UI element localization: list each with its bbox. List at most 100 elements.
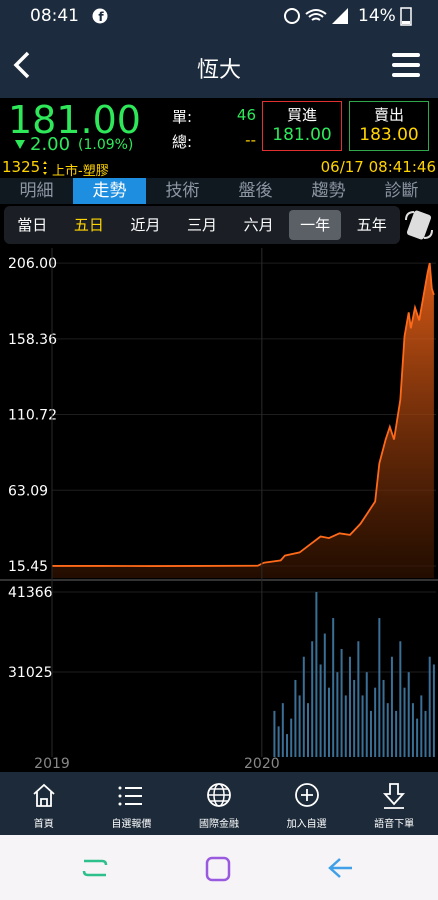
volume-bar — [332, 618, 335, 757]
nav-label: 語音下單 — [374, 819, 415, 830]
bottom-nav: 首頁 自選報價 國際金融 加入自選 語音下單 — [0, 772, 438, 835]
chart-bg — [0, 246, 438, 772]
y-tick-label: 206.00 — [8, 256, 57, 272]
period-button[interactable]: 六月 — [243, 216, 274, 234]
volume-bar — [294, 679, 297, 757]
datetime: 06/17 08:41:46 — [320, 158, 436, 176]
rotate-button[interactable] — [402, 208, 436, 242]
ask-label: 賣出 — [373, 106, 404, 124]
nav-label: 首頁 — [33, 819, 54, 830]
volume-bar — [348, 656, 351, 757]
nav-label: 國際金融 — [198, 819, 239, 830]
y-tick-label: 63.09 — [8, 483, 48, 499]
volume-bar — [340, 648, 343, 757]
bid-price: 181.00 — [272, 125, 332, 145]
ask-box[interactable]: 賣出 183.00 — [349, 101, 429, 151]
volume-bar — [361, 695, 364, 757]
battery-icon — [400, 7, 412, 26]
home-button[interactable] — [204, 855, 232, 883]
total-label: 總: — [172, 133, 193, 151]
volume-bar — [336, 672, 339, 757]
nav-label: 加入自選 — [286, 819, 327, 830]
period-button[interactable]: 當日 — [17, 216, 48, 234]
volume-bar — [286, 734, 289, 757]
back-button[interactable] — [10, 50, 34, 80]
period-button[interactable]: 五年 — [356, 216, 387, 234]
nav-item[interactable]: 國際金融 — [175, 772, 263, 835]
back-system-button[interactable] — [326, 855, 356, 881]
nav-label: 自選報價 — [111, 819, 152, 830]
volume-bar — [382, 679, 385, 757]
y-tick-label: 41366 — [8, 585, 53, 601]
market: 上市-塑膠 — [52, 164, 109, 179]
down-arrow — [15, 140, 25, 149]
stock-code: 1325 — [2, 158, 41, 176]
volume-bar — [386, 703, 389, 757]
volume-bar — [416, 718, 419, 757]
price: 181.00 — [8, 98, 141, 142]
bid-box[interactable]: 買進 181.00 — [262, 101, 342, 151]
tab[interactable]: 技術 — [165, 181, 200, 201]
nav-item[interactable]: 加入自選 — [263, 772, 351, 835]
volume-bar — [374, 687, 377, 757]
volume-bar — [403, 687, 406, 757]
price-area — [52, 263, 434, 578]
period-button[interactable]: 三月 — [187, 216, 218, 234]
tab-bar: 明細 走勢 技術 盤後 趨勢 診斷 — [0, 178, 438, 204]
nav-icon — [207, 783, 231, 807]
volume-bar — [290, 718, 293, 757]
period-bar: 當日 五日 近月 三月 六月 一年 五年 — [4, 206, 400, 244]
y-tick-label: 110.72 — [8, 408, 57, 424]
menu-button[interactable] — [390, 50, 422, 80]
nav-icon — [33, 783, 55, 807]
tab[interactable]: 盤後 — [238, 181, 273, 201]
header: 恆大 — [0, 32, 438, 98]
period-button[interactable]: 一年 — [288, 210, 342, 240]
tab[interactable]: 明細 — [19, 181, 54, 201]
volume-bar — [395, 710, 398, 757]
tab[interactable]: 走勢 — [73, 178, 146, 204]
status-icons — [284, 8, 348, 24]
recent-button[interactable] — [80, 855, 110, 881]
volume-bar — [327, 687, 330, 757]
x-tick-label: 2020 — [244, 756, 280, 772]
nav-item[interactable]: 首頁 — [0, 772, 88, 835]
tab[interactable]: 趨勢 — [311, 181, 346, 201]
volume-bar — [353, 679, 356, 757]
tab[interactable]: 診斷 — [384, 181, 419, 201]
nav-item[interactable]: 語音下單 — [350, 772, 438, 835]
volume-bar — [399, 641, 402, 757]
period-button[interactable]: 五日 — [73, 216, 104, 234]
bid-label: 買進 — [286, 106, 317, 124]
change: 2.00 — [30, 134, 71, 155]
volume-bar — [365, 672, 368, 757]
svg-text:f: f — [98, 10, 104, 24]
volume-bar — [369, 710, 372, 757]
volume-bar — [420, 695, 423, 757]
price-line — [52, 262, 435, 567]
volume-bar — [407, 672, 410, 757]
nav-icon — [383, 783, 406, 809]
volume-bar — [432, 664, 435, 757]
code-marker — [43, 161, 47, 175]
chart-area: 206.00 158.36 110.72 63.09 15.45 41366 31025 20… — [0, 246, 438, 772]
status-bar: 08:41 f 14% — [0, 0, 438, 32]
nav-item[interactable]: 自選報價 — [88, 772, 176, 835]
volume-bar — [344, 695, 347, 757]
volume-bar — [390, 656, 393, 757]
volume-bar — [277, 726, 280, 757]
unit-label: 單: — [172, 108, 193, 126]
volume-bar — [307, 703, 309, 757]
volume-bar — [357, 641, 360, 757]
period-button[interactable]: 近月 — [130, 216, 161, 234]
volume-bar — [424, 710, 427, 757]
facebook-icon: f — [92, 8, 108, 24]
volume-bar — [302, 656, 305, 757]
volume-bar — [311, 641, 314, 757]
volume-bar — [273, 710, 276, 757]
volume-bar — [428, 656, 431, 757]
clock: 08:41 — [30, 6, 79, 26]
y-tick-label: 158.36 — [8, 332, 57, 348]
volume-bar — [323, 633, 326, 757]
